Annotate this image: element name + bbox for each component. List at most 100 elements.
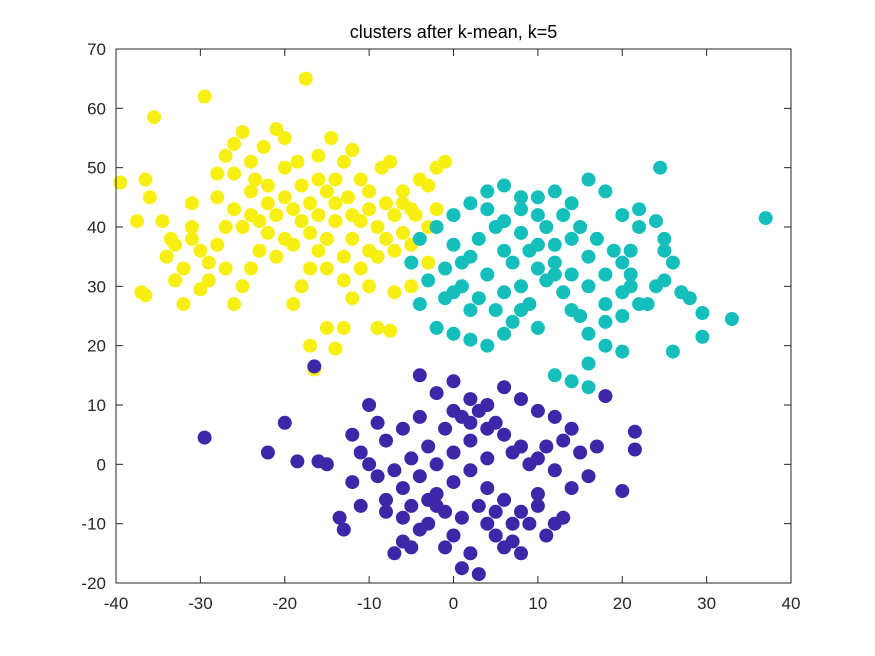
data-point: [581, 172, 596, 187]
data-point: [581, 279, 596, 294]
data-point: [758, 211, 773, 226]
data-point: [404, 498, 419, 513]
data-point: [336, 522, 351, 537]
data-point: [227, 202, 242, 217]
data-point: [176, 261, 191, 276]
data-point: [345, 475, 360, 490]
data-point: [336, 154, 351, 169]
data-point: [505, 314, 520, 329]
series-1: [404, 160, 773, 395]
data-point: [345, 142, 360, 157]
x-tick-label: -20: [272, 594, 297, 613]
data-point: [421, 255, 436, 270]
y-tick-label: 20: [87, 337, 106, 356]
x-tick-label: 30: [697, 594, 716, 613]
data-point: [319, 231, 334, 246]
data-point: [615, 484, 630, 498]
data-point: [505, 445, 520, 460]
data-point: [454, 255, 469, 270]
data-point: [404, 279, 419, 294]
data-point: [370, 249, 385, 264]
data-point: [244, 208, 258, 223]
data-point: [615, 255, 630, 270]
data-point: [497, 243, 512, 258]
data-point: [138, 288, 153, 303]
data-point: [286, 202, 301, 217]
data-point: [653, 160, 668, 175]
data-point: [446, 445, 461, 460]
data-point: [615, 344, 630, 359]
data-point: [345, 427, 360, 442]
data-point: [412, 172, 427, 187]
data-point: [547, 463, 562, 478]
data-point: [244, 184, 258, 199]
data-point: [581, 249, 596, 264]
data-point: [623, 279, 638, 294]
data-point: [379, 504, 393, 519]
x-tick-label: -10: [357, 594, 382, 613]
data-point: [446, 285, 461, 300]
data-point: [446, 374, 461, 389]
data-point: [311, 243, 326, 258]
data-point: [412, 409, 427, 424]
data-point: [471, 291, 486, 306]
data-point: [235, 279, 250, 294]
data-point: [623, 267, 638, 282]
data-point: [695, 329, 710, 344]
data-point: [370, 415, 385, 430]
data-point: [353, 498, 368, 513]
data-point: [463, 332, 478, 347]
data-point: [623, 243, 638, 258]
data-point: [130, 214, 145, 229]
data-point: [142, 190, 157, 205]
data-point: [438, 540, 453, 555]
data-point: [556, 510, 571, 525]
data-point: [438, 154, 453, 169]
data-point: [556, 285, 571, 300]
series-2: [197, 359, 642, 582]
data-point: [341, 190, 355, 205]
data-point: [480, 451, 495, 466]
data-point: [539, 439, 554, 454]
data-point: [227, 166, 242, 181]
data-point: [383, 154, 398, 169]
data-point: [564, 374, 579, 389]
data-point: [294, 178, 309, 193]
data-point: [463, 546, 478, 561]
data-point: [488, 528, 503, 543]
data-point: [514, 202, 528, 217]
y-tick-label: 0: [97, 455, 106, 474]
data-point: [277, 160, 292, 175]
data-point: [303, 225, 318, 240]
data-point: [471, 567, 486, 582]
data-point: [446, 237, 461, 252]
data-point: [286, 297, 301, 312]
data-point: [530, 487, 545, 501]
data-point: [522, 516, 537, 531]
data-point: [379, 492, 393, 507]
data-point: [581, 326, 596, 341]
data-point: [197, 430, 212, 445]
data-point: [480, 338, 495, 353]
data-point: [395, 421, 410, 436]
data-point: [488, 504, 503, 519]
data-point: [328, 341, 343, 356]
data-point: [429, 320, 444, 335]
data-point: [547, 255, 562, 270]
data-point: [395, 225, 410, 240]
data-point: [632, 202, 647, 217]
data-point: [387, 243, 402, 258]
data-point: [155, 214, 170, 229]
data-point: [514, 546, 528, 561]
data-point: [438, 504, 453, 519]
data-point: [581, 469, 596, 484]
data-point: [695, 306, 710, 320]
data-point: [627, 424, 642, 439]
data-point: [471, 403, 486, 418]
data-point: [564, 231, 579, 246]
x-tick-label: -30: [188, 594, 213, 613]
data-point: [260, 445, 275, 460]
data-point: [138, 172, 153, 187]
data-point: [649, 279, 663, 294]
data-point: [184, 231, 199, 246]
